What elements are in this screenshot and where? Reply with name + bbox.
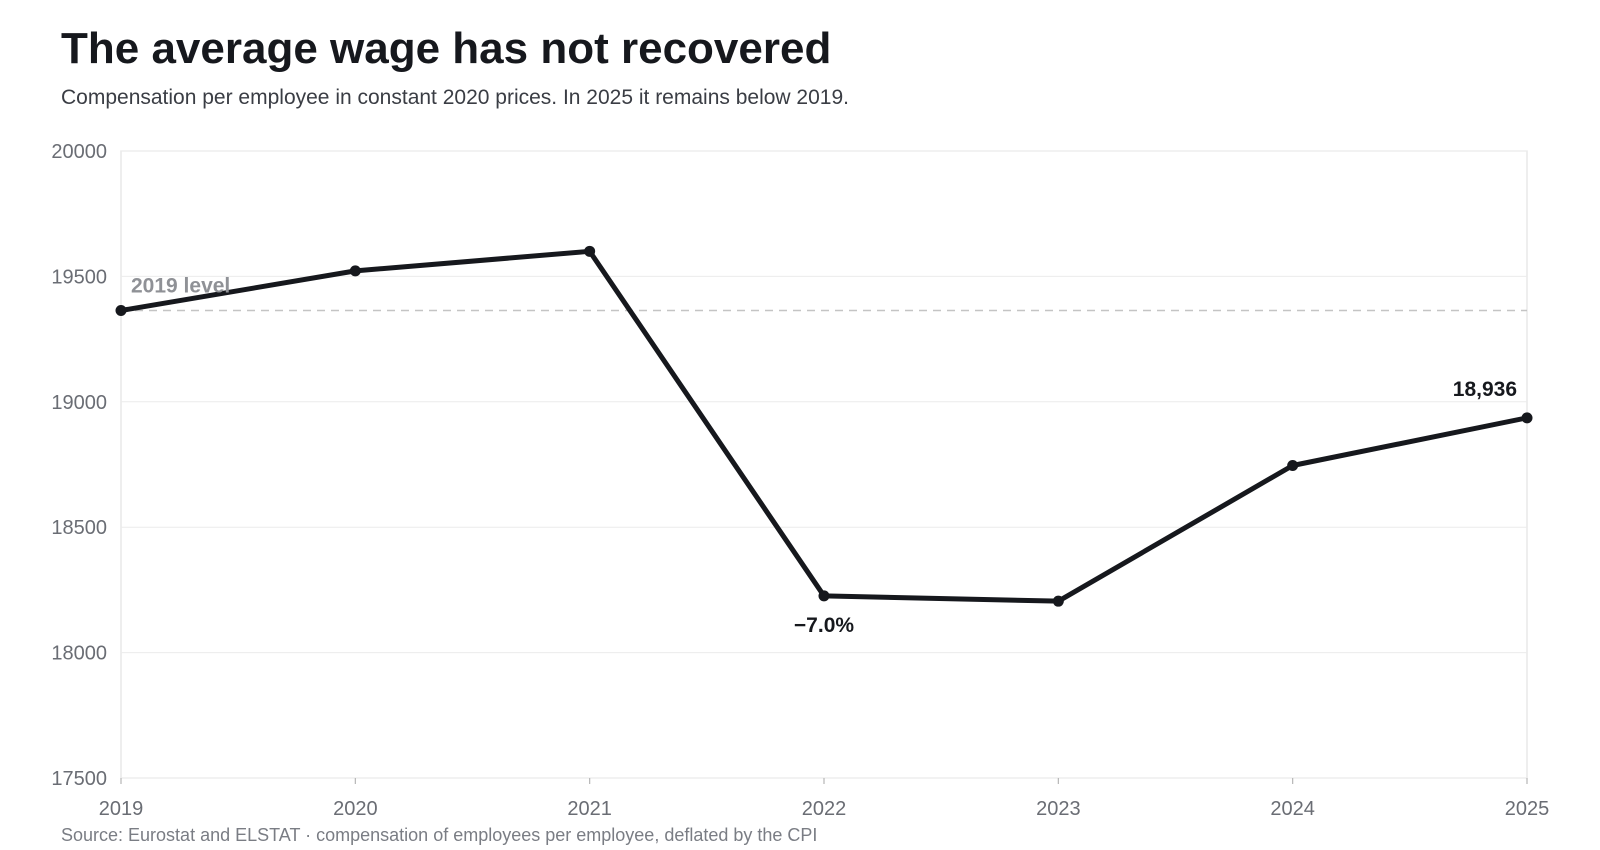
chart-subtitle: Compensation per employee in constant 20…	[61, 86, 849, 109]
data-point	[584, 245, 596, 257]
x-tick-label: 2021	[567, 798, 612, 820]
x-tick-label: 2019	[99, 798, 144, 820]
y-tick-label: 18500	[51, 517, 107, 539]
reference-label: 2019 level	[131, 275, 230, 298]
x-tick-label: 2023	[1036, 798, 1081, 820]
x-tick-label: 2022	[802, 798, 847, 820]
label-layer: 17500 18000 18500 19000 19500 20000 2019 2020 20…	[51, 141, 1549, 820]
chart-title: The average wage has not recovered	[61, 24, 832, 73]
data-point	[1287, 460, 1299, 472]
series-line	[118, 248, 1530, 604]
series-layer	[115, 245, 1533, 607]
annotation-label: −7.0%	[794, 614, 854, 637]
grid-layer	[120, 150, 1528, 784]
x-tick-label: 2024	[1270, 798, 1315, 820]
y-tick-label: 18000	[51, 643, 107, 665]
y-tick-label: 20000	[51, 141, 107, 163]
data-point	[818, 590, 830, 602]
y-tick-label: 19000	[51, 392, 107, 414]
x-tick-label: 2025	[1505, 798, 1550, 820]
data-point	[115, 305, 127, 317]
data-point	[349, 265, 361, 277]
data-point	[1052, 595, 1064, 607]
y-tick-label: 19500	[51, 266, 107, 288]
annotation-label: 18,936	[1453, 378, 1517, 401]
source-note: Source: Eurostat and ELSTAT · compensati…	[61, 825, 818, 845]
y-tick-label: 17500	[51, 768, 107, 790]
data-point	[1521, 412, 1533, 424]
plot-frame	[120, 150, 1528, 779]
x-tick-label: 2020	[333, 798, 378, 820]
